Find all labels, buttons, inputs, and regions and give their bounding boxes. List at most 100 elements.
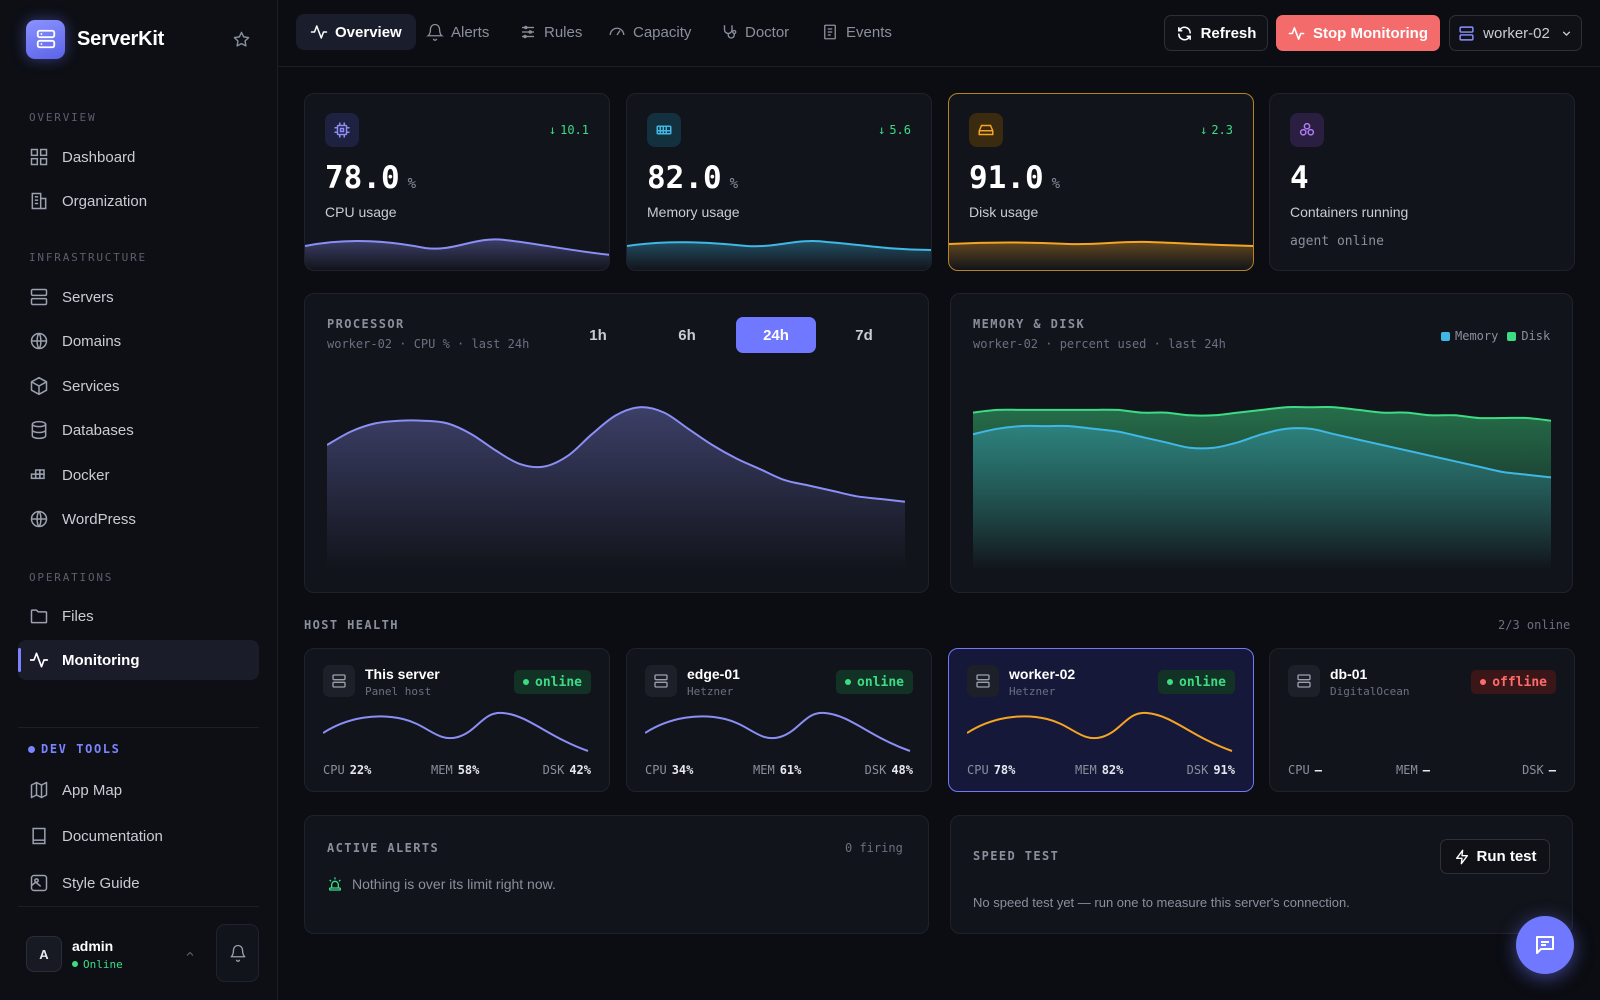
chat-icon xyxy=(1533,933,1557,957)
run-test-button[interactable]: Run test xyxy=(1440,839,1550,874)
tab-rules[interactable]: Rules xyxy=(505,14,596,50)
legend-disk: Disk xyxy=(1521,329,1551,343)
activity-icon xyxy=(29,650,49,670)
host-cpu: CPU 22% xyxy=(323,763,371,777)
sidebar-item-wordpress[interactable]: WordPress xyxy=(18,499,259,539)
chevron-up-icon[interactable] xyxy=(184,948,196,960)
sidebar-item-appmap[interactable]: App Map xyxy=(18,770,259,810)
host-card[interactable]: This server Panel host online CPU 22% MEM… xyxy=(304,648,610,792)
sidebar-item-documentation[interactable]: Documentation xyxy=(18,816,259,856)
divider xyxy=(18,727,259,728)
stat-unit: % xyxy=(729,176,739,192)
stat-label: Disk usage xyxy=(969,204,1039,220)
tab-events[interactable]: Events xyxy=(807,14,906,50)
siren-icon xyxy=(327,876,343,892)
processor-chart xyxy=(327,406,905,570)
sidebar-item-label: Style Guide xyxy=(62,874,140,892)
line-disk xyxy=(973,406,1551,422)
stat-card-cpu[interactable]: ↓ 10.1 78.0% CPU usage xyxy=(304,93,610,271)
tab-overview[interactable]: Overview xyxy=(296,14,416,50)
speedtest-empty: No speed test yet — run one to measure t… xyxy=(973,895,1350,910)
host-dsk: DSK 91% xyxy=(1187,763,1235,777)
alerts-count: 0 firing xyxy=(845,841,903,855)
stat-value: 82.0% xyxy=(647,160,738,196)
status-badge: online xyxy=(836,670,913,694)
chart-legend: Memory Disk xyxy=(1441,329,1550,343)
host-card[interactable]: worker-02 Hetzner online CPU 78% MEM 82% D… xyxy=(948,648,1254,792)
user-menu[interactable]: A admin Online xyxy=(26,936,123,972)
book-icon xyxy=(29,826,49,846)
host-name: db-01 xyxy=(1330,666,1368,682)
metric-value: 22% xyxy=(349,763,372,777)
sidebar-item-files[interactable]: Files xyxy=(18,596,259,636)
sidebar-item-servers[interactable]: Servers xyxy=(18,277,259,317)
metric-value: 61% xyxy=(779,763,802,777)
stop-label: Stop Monitoring xyxy=(1313,24,1428,42)
host-mem: MEM — xyxy=(1396,763,1430,777)
sidebar-item-monitoring[interactable]: Monitoring xyxy=(18,640,259,680)
docker-icon xyxy=(29,465,49,485)
grid-icon xyxy=(29,147,49,167)
stat-number: 4 xyxy=(1290,160,1309,196)
range-1h[interactable]: 1h xyxy=(589,326,607,344)
server-select[interactable]: worker-02 xyxy=(1449,15,1582,51)
sidebar-item-databases[interactable]: Databases xyxy=(18,410,259,450)
metric-label: CPU xyxy=(1288,763,1310,777)
stat-number: 91.0 xyxy=(969,160,1044,196)
delta-value: 2.3 xyxy=(1211,123,1233,137)
sidebar-item-dashboard[interactable]: Dashboard xyxy=(18,137,259,177)
tab-doctor[interactable]: Doctor xyxy=(706,14,803,50)
host-card[interactable]: edge-01 Hetzner online CPU 34% MEM 61% DSK… xyxy=(626,648,932,792)
host-provider: Panel host xyxy=(365,685,432,698)
metric-value: — xyxy=(1548,763,1556,777)
delta-badge: ↓ 10.1 xyxy=(548,123,589,137)
sidebar-item-domains[interactable]: Domains xyxy=(18,321,259,361)
host-name: This server xyxy=(365,666,440,682)
stat-card-memory[interactable]: ↓ 5.6 82.0% Memory usage xyxy=(626,93,932,271)
stat-card-disk[interactable]: ↓ 2.3 91.0% Disk usage xyxy=(948,93,1254,271)
status-label: online xyxy=(1179,674,1226,690)
memdisk-chart xyxy=(973,406,1551,570)
sidebar-item-organization[interactable]: Organization xyxy=(18,181,259,221)
host-provider: Hetzner xyxy=(687,685,734,698)
chevron-down-icon xyxy=(1560,27,1573,40)
host-mem: MEM 61% xyxy=(753,763,801,777)
metric-value: 78% xyxy=(993,763,1016,777)
host-card[interactable]: db-01 DigitalOcean offline CPU — MEM — DSK… xyxy=(1269,648,1575,792)
range-6h[interactable]: 6h xyxy=(678,326,696,344)
stat-label: Memory usage xyxy=(647,204,740,220)
stop-monitoring-button[interactable]: Stop Monitoring xyxy=(1276,15,1440,51)
sidebar-item-docker[interactable]: Docker xyxy=(18,455,259,495)
cpu-sparkline xyxy=(305,238,609,270)
sidebar-item-label: Docker xyxy=(62,466,110,484)
memory-icon xyxy=(647,113,681,147)
notifications-button[interactable] xyxy=(216,924,259,982)
stat-card-containers[interactable]: 4 Containers running agent online xyxy=(1269,93,1575,271)
server-icon xyxy=(323,665,355,697)
metric-value: — xyxy=(1314,763,1322,777)
range-24h[interactable]: 24h xyxy=(736,317,816,353)
chat-button[interactable] xyxy=(1516,916,1574,974)
refresh-label: Refresh xyxy=(1200,24,1257,42)
brand[interactable]: ServerKit xyxy=(26,19,250,59)
scroll-icon xyxy=(821,23,839,41)
area-memory xyxy=(973,425,1551,570)
tab-capacity[interactable]: Capacity xyxy=(594,14,705,50)
sliders-icon xyxy=(519,23,537,41)
tab-label: Alerts xyxy=(451,23,490,41)
section-devtools: DEV TOOLS xyxy=(28,742,120,756)
stat-unit: % xyxy=(1051,176,1061,192)
disk-sparkline xyxy=(949,240,1253,270)
refresh-icon xyxy=(1176,25,1193,42)
line-cpu xyxy=(327,406,905,503)
folder-icon xyxy=(29,606,49,626)
range-7d[interactable]: 7d xyxy=(855,326,873,344)
sidebar-item-styleguide[interactable]: Style Guide xyxy=(18,863,259,903)
sidebar-item-services[interactable]: Services xyxy=(18,366,259,406)
memdisk-subtitle: worker-02 · percent used · last 24h xyxy=(973,337,1226,351)
stat-value: 4 xyxy=(1290,160,1309,196)
building-icon xyxy=(29,191,49,211)
refresh-button[interactable]: Refresh xyxy=(1164,15,1268,51)
star-icon[interactable] xyxy=(233,31,250,48)
tab-alerts[interactable]: Alerts xyxy=(412,14,503,50)
